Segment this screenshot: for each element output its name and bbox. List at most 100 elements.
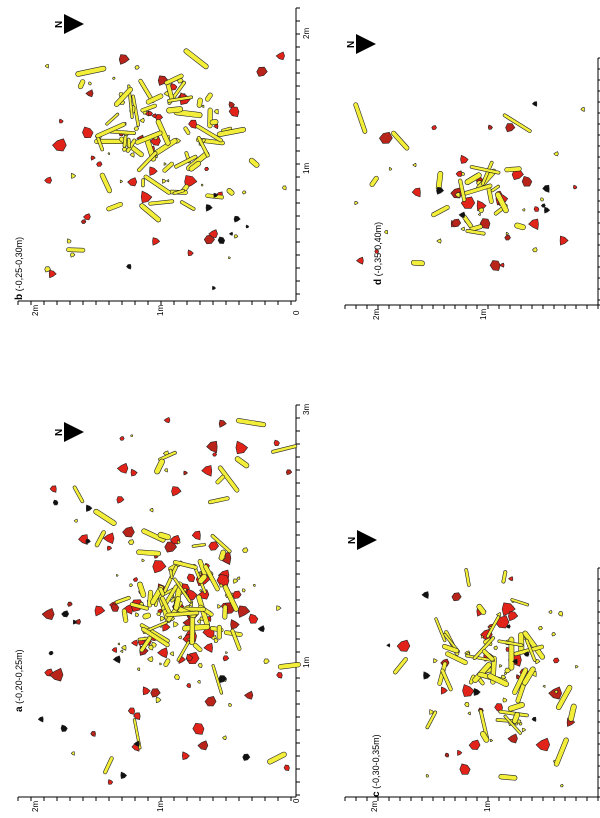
small-bone-fragment (159, 662, 163, 666)
small-bone-fragment (188, 602, 194, 607)
stone-fragment (80, 219, 87, 224)
bone-fragment (521, 666, 536, 686)
stone-fragment (96, 161, 103, 167)
bone-fragment (209, 119, 219, 126)
bone-fragment (93, 508, 117, 526)
bone-fragment (173, 577, 192, 603)
small-bone-fragment (163, 162, 167, 166)
small-bone-fragment (522, 208, 526, 212)
small-bone-fragment (490, 738, 494, 743)
bone-fragment (507, 702, 525, 712)
bone-fragment (487, 673, 509, 687)
bone-fragment (113, 86, 133, 107)
panel-a-north-arrow: N (54, 422, 84, 442)
stone-fragment (49, 485, 57, 493)
stone-fragment (94, 605, 106, 617)
bone-fragment (222, 604, 228, 620)
bone-fragment (502, 113, 532, 133)
stone-fragment (122, 526, 135, 538)
small-bone-fragment (493, 645, 498, 650)
bone-fragment (236, 418, 267, 428)
stone-fragment (188, 119, 198, 129)
bone-fragment (145, 93, 164, 105)
panel-b-tick-0: 0 (292, 310, 301, 315)
bone-fragment (173, 596, 181, 611)
bone-fragment (465, 654, 495, 663)
stone-fragment (218, 419, 227, 428)
north-label: N (346, 41, 357, 48)
bone-fragment (277, 661, 301, 670)
stone-fragment (150, 688, 161, 698)
charcoal-fragment (542, 184, 550, 193)
stone-fragment (489, 260, 501, 271)
stone-fragment (396, 639, 411, 652)
small-bone-fragment (232, 578, 239, 584)
bone-fragment (137, 581, 147, 598)
small-bone-fragment (117, 642, 121, 646)
panel-b-north-arrow: N (54, 14, 84, 34)
charcoal-fragment (386, 643, 391, 648)
stone-fragment (102, 532, 115, 545)
charcoal-fragment (218, 675, 227, 683)
bone-fragment (210, 534, 232, 554)
small-bone-fragment (133, 126, 140, 131)
bone-fragment (431, 204, 450, 218)
bone-fragment (114, 595, 131, 605)
small-bone-fragment (115, 574, 119, 577)
stone-fragment (130, 468, 138, 477)
bone-fragment (434, 617, 447, 643)
bone-fragment (183, 126, 191, 135)
panel-b-tick-2m: 2m (31, 305, 40, 316)
bone-fragment (122, 135, 128, 148)
stone-fragment (201, 465, 213, 477)
bone-fragment (121, 608, 129, 623)
bone-fragment (490, 184, 500, 193)
stone-fragment (110, 603, 120, 612)
bone-fragment (226, 188, 235, 196)
stone-fragment (191, 530, 201, 541)
charcoal-fragment (506, 624, 511, 629)
panel-b-tick-1m: 1m (156, 305, 165, 316)
bone-fragment (495, 191, 509, 214)
stone-fragment (572, 184, 578, 190)
stone-fragment (163, 416, 171, 424)
charcoal-fragment (126, 264, 132, 270)
bone-fragment (369, 175, 379, 187)
small-bone-fragment (129, 152, 135, 158)
charcoal-fragment (61, 610, 70, 618)
small-bone-fragment (173, 674, 180, 681)
bone-fragment (148, 199, 175, 206)
small-bone-fragment (222, 735, 227, 740)
bone-fragment (196, 135, 210, 158)
bone-fragment (72, 485, 85, 504)
stone-fragment (440, 686, 448, 695)
charcoal-fragment (213, 192, 219, 198)
stone-fragment (78, 534, 89, 545)
panel-d-finds (353, 101, 585, 271)
small-bone-fragment (580, 107, 585, 112)
stone-fragment (451, 218, 462, 228)
bone-fragment (169, 568, 174, 580)
bone-fragment (458, 178, 467, 202)
bone-fragment (103, 756, 114, 775)
stone-fragment (455, 170, 463, 177)
bone-fragment (482, 649, 495, 662)
bone-fragment (567, 703, 577, 722)
bone-fragment (143, 174, 172, 195)
panel-d-north-arrow: N (346, 34, 376, 54)
small-bone-fragment (119, 179, 124, 184)
charcoal-fragment (112, 655, 121, 664)
bone-fragment (166, 106, 184, 114)
stone-fragment (187, 249, 194, 257)
panel-c: 1m 2m c (-0,30-0,35m) N (344, 530, 600, 812)
stone-fragment (235, 440, 249, 455)
charcoal-fragment (48, 650, 54, 656)
charcoal-fragment (423, 671, 431, 680)
small-bone-fragment (388, 166, 393, 171)
charcoal-fragment (217, 236, 226, 244)
small-bone-fragment (236, 576, 241, 580)
bone-fragment (196, 97, 203, 108)
charcoal-fragment (85, 504, 93, 512)
bone-fragment (183, 48, 209, 70)
